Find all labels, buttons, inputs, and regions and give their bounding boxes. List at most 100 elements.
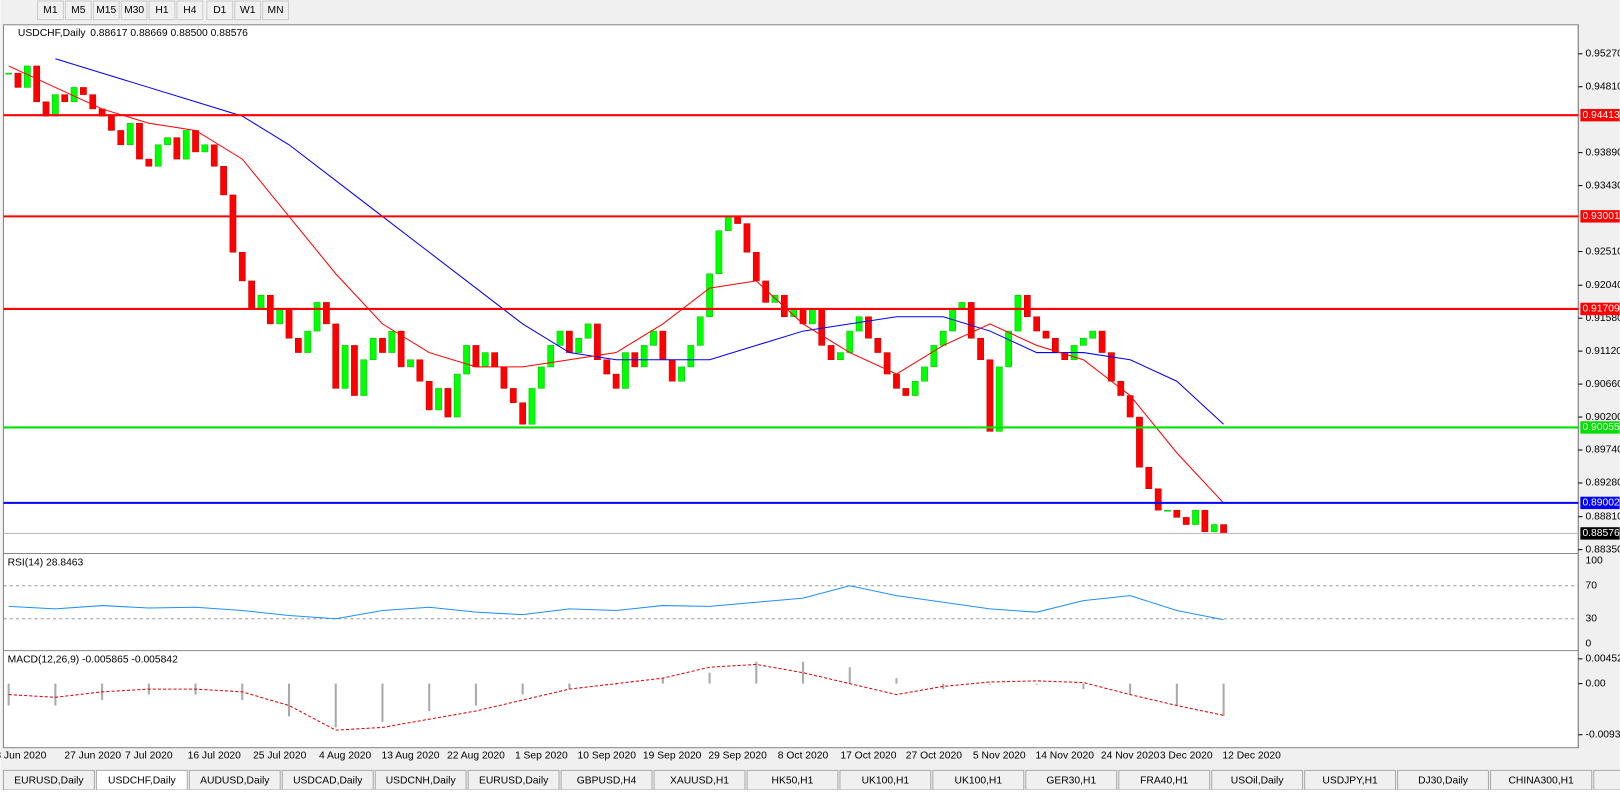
candle: [855, 316, 863, 332]
candle: [14, 72, 22, 88]
toolbar-button[interactable]: [148, 0, 176, 21]
level-label: 0.89002: [1582, 498, 1620, 509]
candle: [1033, 316, 1041, 332]
level-tag: [1580, 210, 1620, 223]
candle: [145, 158, 153, 167]
y-tick-label: 0.93890: [1586, 147, 1620, 158]
candle: [874, 337, 882, 353]
candle: [351, 345, 358, 396]
candle: [640, 345, 648, 368]
toolbar-button[interactable]: [262, 0, 290, 21]
y-tick-label: 0.92510: [1586, 246, 1620, 257]
candle: [921, 366, 928, 382]
macd-bar: [895, 678, 898, 684]
toolbar-button[interactable]: [206, 0, 234, 21]
candle: [566, 330, 573, 353]
macd-bar: [334, 683, 337, 728]
y-tick-label: 0.93430: [1586, 180, 1620, 191]
candle: [23, 65, 31, 88]
y-tick-label: 0.91120: [1586, 346, 1620, 357]
candle: [584, 323, 592, 339]
candle: [575, 337, 583, 353]
toolbar-button[interactable]: [92, 0, 120, 21]
candle: [743, 223, 751, 253]
tab-label[interactable]: AUDUSD,Daily: [200, 775, 270, 786]
toolbar-button[interactable]: [176, 0, 204, 21]
candle: [612, 373, 620, 389]
candle: [126, 123, 134, 146]
candle: [173, 137, 181, 160]
candle: [1098, 330, 1106, 353]
candle: [865, 316, 872, 339]
toolbar-label[interactable]: M15: [96, 5, 116, 16]
candle: [846, 330, 854, 353]
date-label: 4 Aug 2020: [319, 751, 371, 762]
toolbar-label[interactable]: MN: [268, 5, 284, 16]
candle: [285, 309, 293, 339]
tab-label[interactable]: UK100,H1: [862, 775, 910, 786]
tab-label[interactable]: GBPUSD,H4: [577, 775, 637, 786]
y-tick-label: 0.89740: [1586, 445, 1620, 456]
candle: [276, 309, 284, 325]
candle: [967, 302, 975, 339]
toolbar-label[interactable]: M5: [71, 5, 86, 16]
tab-label[interactable]: HK50,H1: [772, 775, 814, 786]
toolbar-label[interactable]: D1: [213, 5, 226, 16]
candle: [425, 380, 433, 411]
tab[interactable]: [1593, 769, 1620, 791]
date-label: 1 Sep 2020: [515, 751, 568, 762]
current-price-tag: [1580, 527, 1620, 540]
candle: [977, 337, 984, 360]
toolbar-button[interactable]: [120, 0, 148, 21]
candle: [1089, 330, 1097, 339]
level-label: 0.94413: [1582, 110, 1620, 121]
macd-bar: [474, 683, 477, 706]
macd-title: MACD(12,26,9) -0.005865 -0.005842: [8, 655, 179, 666]
macd-bar: [568, 683, 571, 690]
tab-label[interactable]: USDJPY,H1: [1322, 775, 1378, 786]
toolbar-label[interactable]: M1: [43, 5, 58, 16]
macd-bar: [661, 678, 664, 684]
candle: [154, 144, 162, 167]
candle: [734, 216, 741, 224]
toolbar-label[interactable]: H4: [183, 5, 196, 16]
tab-label[interactable]: FRA40,H1: [1140, 775, 1188, 786]
toolbar-label[interactable]: W1: [240, 5, 256, 16]
tab-label[interactable]: USDCHF,Daily: [108, 775, 176, 786]
date-label: 27 Oct 2020: [906, 751, 962, 762]
tab-label[interactable]: GER30,H1: [1046, 775, 1096, 786]
toolbar-label[interactable]: M30: [124, 5, 144, 16]
toolbar-button[interactable]: [64, 0, 92, 21]
y-tick-label: 0.95270: [1586, 48, 1620, 59]
quote: 0.88617 0.88669 0.88500 0.88576: [90, 28, 248, 39]
toolbar-label[interactable]: H1: [155, 5, 168, 16]
toolbar-button[interactable]: [234, 0, 262, 21]
candle: [668, 359, 676, 382]
candle: [33, 65, 41, 103]
y-tick-label: 0.89280: [1586, 478, 1620, 489]
tab-label[interactable]: DJ30,Daily: [1418, 775, 1469, 786]
candle: [388, 330, 396, 353]
tab-label[interactable]: USOil,Daily: [1231, 775, 1285, 786]
tab-label[interactable]: XAUUSD,H1: [670, 775, 729, 786]
tab-label[interactable]: CHINA300,H1: [1508, 775, 1574, 786]
candle: [435, 388, 442, 411]
candle: [52, 94, 59, 117]
tab-label[interactable]: EURUSD,Daily: [479, 775, 549, 786]
toolbar-button[interactable]: [37, 0, 64, 21]
candle: [1164, 509, 1171, 512]
rsi-tick-label: 100: [1586, 556, 1603, 567]
macd-bar: [1129, 683, 1132, 695]
macd-signal: [8, 663, 1224, 731]
tab-label[interactable]: EURUSD,Daily: [14, 775, 84, 786]
macd-bar: [1175, 683, 1178, 706]
candle: [500, 366, 508, 389]
candle: [1145, 466, 1153, 489]
candle: [594, 323, 601, 360]
candle: [752, 251, 760, 282]
candle: [1005, 330, 1012, 368]
tab-label[interactable]: UK100,H1: [955, 775, 1003, 786]
tab-label[interactable]: USDCNH,Daily: [386, 775, 457, 786]
candle: [556, 330, 564, 346]
tab-label[interactable]: USDCAD,Daily: [293, 775, 363, 786]
